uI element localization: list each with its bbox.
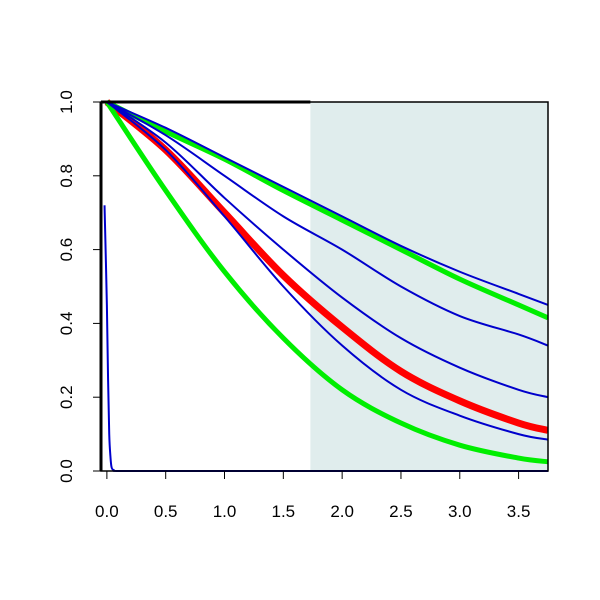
x-tick-label: 1.5 (272, 502, 296, 521)
y-tick-label: 0.4 (57, 312, 76, 336)
x-tick-label: 0.0 (95, 502, 119, 521)
series-layer (103, 99, 548, 473)
x-tick-label: 2.5 (389, 502, 413, 521)
y-axis: 0.0 0.2 0.4 0.6 0.8 1.0 (57, 90, 101, 483)
series-line-4 (106, 101, 548, 306)
series-line-2 (105, 99, 548, 321)
y-tick-label: 0.8 (57, 164, 76, 188)
y-tick-label: 0.6 (57, 238, 76, 262)
y-tick-label: 1.0 (57, 90, 76, 114)
y-tick-label: 0.2 (57, 385, 76, 409)
series-line-7 (106, 101, 548, 441)
x-tick-label: 0.5 (154, 502, 178, 521)
x-tick-label: 2.0 (330, 502, 354, 521)
x-axis: 0.0 0.5 1.0 1.5 2.0 2.5 3.0 3.5 (95, 471, 530, 521)
x-tick-label: 3.5 (507, 502, 531, 521)
x-tick-label: 1.0 (213, 502, 237, 521)
shaded-region (310, 102, 548, 471)
series-line-3 (104, 100, 548, 465)
y-tick-label: 0.0 (57, 459, 76, 483)
x-tick-label: 3.0 (448, 502, 472, 521)
series-line-5 (106, 101, 548, 347)
series-line-6 (106, 101, 548, 399)
